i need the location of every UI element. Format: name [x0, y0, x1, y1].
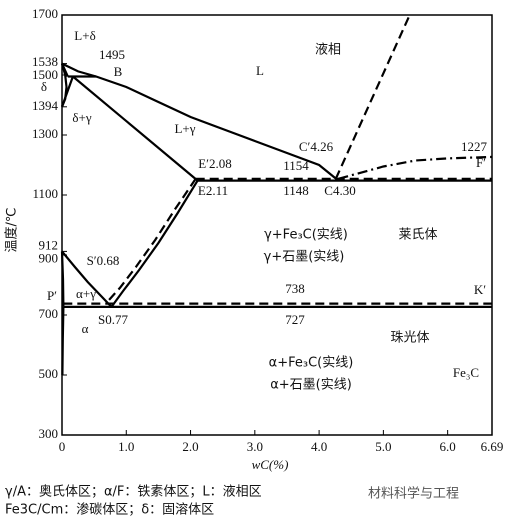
x-tick-label: 6.69: [481, 439, 504, 454]
annotation: C4.30: [324, 183, 355, 198]
annotation: S0.77: [98, 312, 128, 327]
annotation: γ+石墨(实线): [264, 250, 345, 265]
watermark: 材料科学与工程: [368, 486, 459, 502]
phase-boundary: [61, 250, 113, 308]
y-tick-label: 1500: [32, 67, 58, 82]
y-tick-label: 300: [39, 426, 59, 441]
annotation: K′: [474, 282, 486, 297]
annotation: δ+γ: [72, 110, 91, 125]
footer-line: γ/A：奥氏体区；α/F：铁素体区；L：液相区: [5, 485, 262, 500]
annotation: α+Fe₃C(实线): [269, 356, 354, 371]
annotation: 1227: [461, 139, 488, 154]
phase-boundary: [334, 14, 411, 180]
annotation: F′: [476, 155, 486, 170]
annotation: α: [82, 321, 89, 336]
phase-boundary: [110, 180, 199, 308]
annotation: L+γ: [174, 121, 195, 136]
annotation: α+γ: [76, 286, 96, 301]
y-tick-label: 900: [39, 251, 59, 266]
y-tick-label: 912: [39, 238, 59, 253]
annotation: 莱氏体: [398, 228, 437, 243]
annotation: E2.11: [198, 183, 228, 198]
phase-boundary: [61, 306, 65, 376]
annotation: 珠光体: [390, 331, 429, 346]
annotation: δ: [41, 79, 47, 94]
x-tick-label: 2.0: [182, 439, 198, 454]
x-tick-label: 4.0: [311, 439, 327, 454]
y-axis-label: 温度/℃: [4, 208, 20, 253]
x-tick-label: 3.0: [247, 439, 263, 454]
annotation: 液相: [315, 43, 341, 58]
plot-frame: [61, 14, 493, 436]
phase-boundary: [104, 178, 197, 305]
x-tick-label: 1.0: [118, 439, 134, 454]
y-tick-label: 700: [39, 306, 59, 321]
annotations: L+δ 1495 B 液相 L δ+γ L+γ C′4.26 1227 E′2.…: [41, 28, 488, 393]
annotation: 727: [285, 312, 305, 327]
annotation: S′0.68: [87, 253, 120, 268]
phase-boundary: [72, 75, 199, 182]
annotation: γ+Fe₃C(实线): [264, 228, 348, 243]
annotation: L: [256, 63, 264, 78]
annotation: α+石墨(实线): [270, 378, 352, 393]
x-tick-label: 5.0: [375, 439, 391, 454]
annotation: B: [114, 64, 123, 79]
annotation: 1495: [99, 47, 125, 62]
annotation: 738: [285, 281, 305, 296]
y-tick-label: 1538: [32, 54, 58, 69]
annotation: 1154: [283, 158, 309, 173]
y-tick-label: 1300: [32, 126, 58, 141]
phase-boundary: [60, 251, 65, 307]
annotation: E′2.08: [198, 156, 232, 171]
y-tick-label: 1700: [32, 6, 58, 21]
x-axis-label: wC(%): [252, 457, 289, 472]
phase-boundary: [60, 76, 74, 108]
annotation: P′: [47, 288, 57, 303]
y-tick-label: 1100: [32, 186, 58, 201]
annotation: Fe₃C: [453, 365, 479, 380]
x-tick-label: 0: [59, 439, 66, 454]
x-tick-label: 6.0: [440, 439, 456, 454]
footer-line: Fe3C/Cm：渗碳体区；δ：固溶体区: [5, 503, 214, 518]
annotation: C′4.26: [299, 139, 334, 154]
phase-boundary: [61, 62, 340, 182]
annotation: 1148: [283, 183, 309, 198]
y-tick-label: 1394: [32, 98, 59, 113]
y-tick-label: 500: [39, 366, 59, 381]
phase-boundary: [338, 155, 493, 180]
annotation: L+δ: [74, 28, 95, 43]
